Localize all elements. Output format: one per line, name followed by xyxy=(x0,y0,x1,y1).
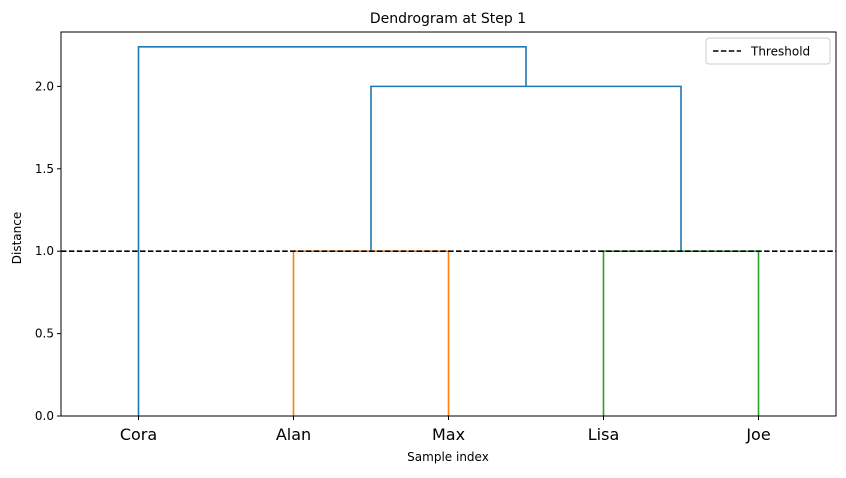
leaf-label: Lisa xyxy=(588,425,620,444)
leaf-label: Joe xyxy=(745,425,770,444)
legend: Threshold xyxy=(705,37,831,65)
y-tick-label: 2.0 xyxy=(35,79,54,93)
dendrogram-link xyxy=(370,85,682,252)
dendrogram-links xyxy=(137,46,760,416)
dendrogram-link xyxy=(602,250,760,416)
chart-title: Dendrogram at Step 1 xyxy=(370,11,526,27)
tick-marks: 0.0 0.5 1.0 1.5 2.0 Cora Alan Max Lisa Joe xyxy=(35,79,771,444)
leaf-label: Max xyxy=(432,425,465,444)
y-axis-label: Distance xyxy=(10,212,24,264)
legend-threshold-label: Threshold xyxy=(750,45,810,59)
y-tick-label: 0.0 xyxy=(35,409,54,423)
y-tick-label: 0.5 xyxy=(35,327,54,341)
dendrogram-link xyxy=(137,46,527,416)
leaf-label: Alan xyxy=(276,425,311,444)
dendrogram-link xyxy=(292,250,450,416)
leaf-label: Cora xyxy=(120,425,157,444)
y-tick-label: 1.0 xyxy=(35,244,54,258)
y-tick-label: 1.5 xyxy=(35,162,54,176)
x-axis-label: Sample index xyxy=(407,450,489,464)
legend-box xyxy=(705,37,831,65)
